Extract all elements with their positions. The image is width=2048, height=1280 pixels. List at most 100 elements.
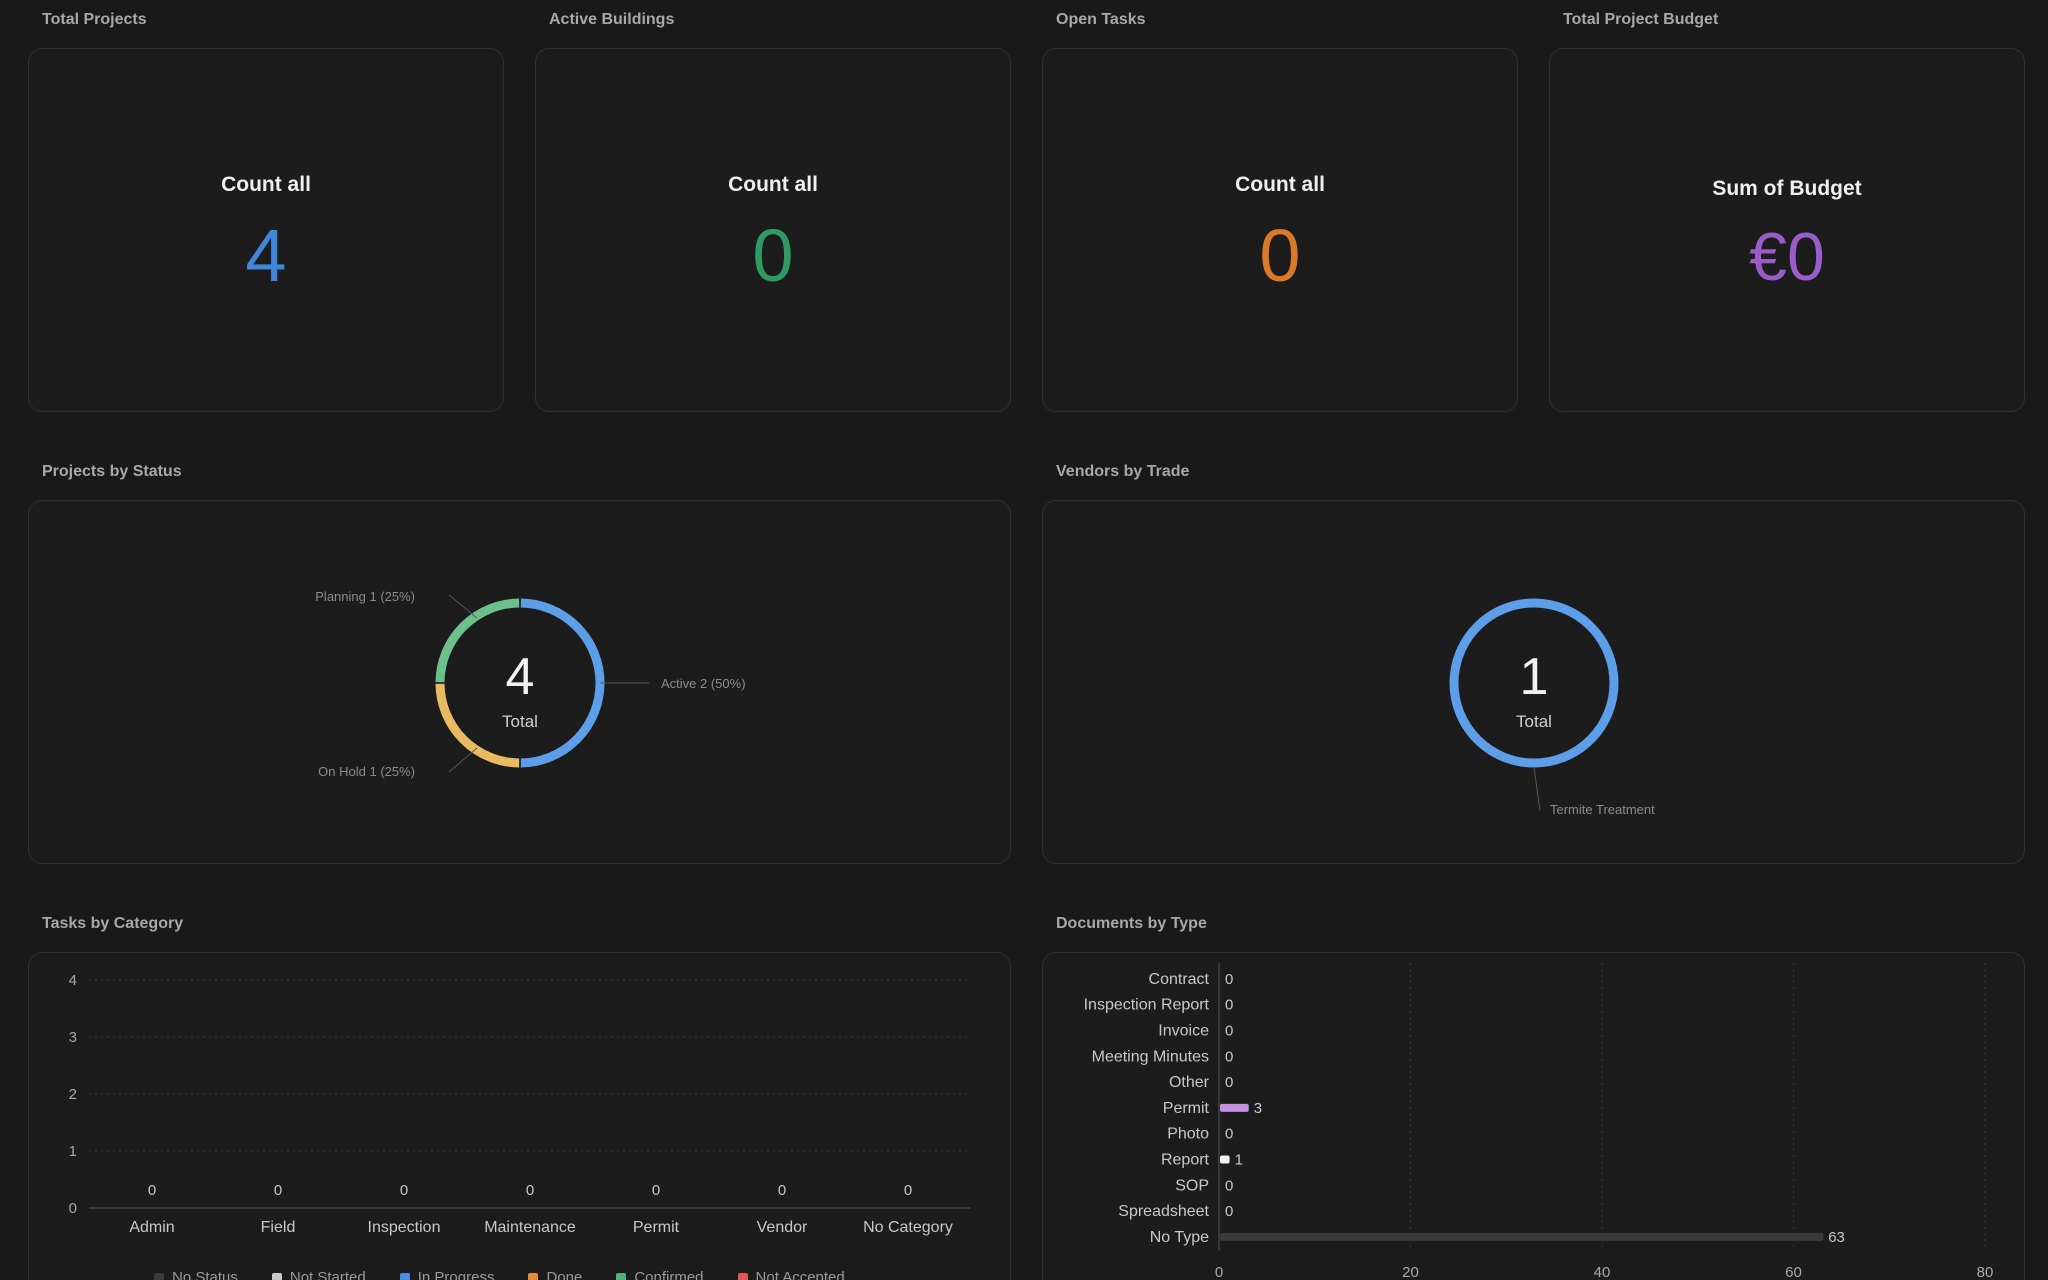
bar-value-label: 0: [148, 1182, 156, 1199]
y-tick-label: 0: [69, 1200, 77, 1217]
y-tick-label: Permit: [1163, 1100, 1210, 1117]
x-tick-label: 40: [1594, 1264, 1611, 1280]
vendors-by-trade-card[interactable]: 1 Total Termite Treatment: [1042, 500, 2025, 864]
bar-value-label: 0: [652, 1182, 660, 1199]
donut-slice-on-hold: [435, 683, 520, 768]
bar-value-label: 0: [1225, 971, 1233, 988]
kpi-label: Count all: [728, 173, 818, 196]
bar-value-label: 0: [904, 1182, 912, 1199]
legend-swatch: [737, 1272, 748, 1280]
bar-value-label: 0: [1225, 997, 1233, 1014]
kpi-label: Count all: [1235, 173, 1325, 196]
kpi-value: 0: [752, 214, 794, 297]
x-tick-label: Field: [261, 1219, 296, 1236]
donut-leader-line: [448, 594, 478, 619]
donut-center-label: Total: [502, 712, 538, 731]
y-tick-label: Report: [1161, 1152, 1210, 1169]
x-tick-label: 0: [1215, 1264, 1223, 1280]
legend-label: Done: [546, 1269, 583, 1280]
bar-value-label: 63: [1828, 1229, 1845, 1246]
bar-value-label: 0: [1225, 1203, 1233, 1220]
kpi-card-total-budget[interactable]: Sum of Budget €0: [1549, 48, 2025, 412]
bar-no-type: [1220, 1232, 1824, 1241]
legend-swatch: [271, 1272, 282, 1280]
legend-label: Not Started: [289, 1269, 366, 1280]
x-tick-label: No Category: [863, 1219, 953, 1236]
y-tick-label: Spreadsheet: [1118, 1203, 1209, 1220]
bar-report: [1220, 1155, 1230, 1164]
donut-center-label: Total: [1516, 712, 1552, 731]
kpi-value: €0: [1749, 219, 1825, 295]
legend-label: Not Accepted: [755, 1269, 845, 1280]
bar-permit: [1220, 1103, 1249, 1112]
bar-value-label: 0: [1225, 1177, 1233, 1194]
y-tick-label: Other: [1169, 1074, 1210, 1091]
bar-value-label: 0: [526, 1182, 534, 1199]
x-tick-label: 20: [1402, 1264, 1419, 1280]
y-tick-label: Invoice: [1158, 1023, 1209, 1040]
donut-slice-planning: [435, 598, 520, 683]
donut-label-active: Active 2 (50%): [661, 676, 746, 691]
y-tick-label: No Type: [1150, 1229, 1209, 1246]
x-tick-label: Vendor: [757, 1219, 808, 1236]
legend-item-no-status[interactable]: No Status: [154, 1269, 238, 1280]
donut-leader-line: [448, 747, 478, 773]
legend-item-not-started[interactable]: Not Started: [271, 1269, 366, 1280]
tasks-by-category-chart: 0 1 2 3 4 0 Admin 0 Field 0 Inspection 0 Maintenance…: [69, 972, 971, 1236]
tasks-by-category-card[interactable]: 0 1 2 3 4 0 Admin 0 Field 0 Inspection 0 Maintenance…: [28, 952, 1011, 1280]
bar-value-label: 0: [1225, 1126, 1233, 1143]
legend-label: Confirmed: [634, 1269, 704, 1280]
kpi-title-total-projects: Total Projects: [42, 11, 147, 28]
y-tick-label: 1: [69, 1143, 77, 1160]
legend-label: No Status: [172, 1269, 238, 1280]
kpi-title-open-tasks: Open Tasks: [1056, 11, 1146, 28]
projects-by-status-title: Projects by Status: [42, 463, 182, 480]
legend-swatch: [399, 1272, 410, 1280]
y-tick-label: 4: [69, 972, 77, 989]
bar-value-label: 0: [274, 1182, 282, 1199]
documents-by-type-title: Documents by Type: [1056, 915, 1207, 932]
x-tick-label: Permit: [633, 1219, 680, 1236]
projects-by-status-donut: 4 Total Active 2 (50%) On Hold 1 (25%) Pla…: [315, 589, 746, 779]
legend-item-done[interactable]: Done: [528, 1269, 582, 1280]
x-tick-label: Admin: [129, 1219, 174, 1236]
kpi-label: Sum of Budget: [1712, 177, 1862, 200]
x-tick-label: 80: [1977, 1264, 1994, 1280]
documents-by-type-chart: 0 20 40 60 80 Contract 0 Inspection Report 0 Invo…: [1084, 963, 1994, 1280]
projects-by-status-card[interactable]: 4 Total Active 2 (50%) On Hold 1 (25%) Pla…: [28, 500, 1011, 864]
y-tick-label: 3: [69, 1029, 77, 1046]
legend-label: In Progress: [417, 1269, 495, 1280]
donut-leader-line: [1533, 766, 1541, 812]
bar-value-label: 0: [1225, 1074, 1233, 1091]
kpi-card-active-buildings[interactable]: Count all 0: [535, 48, 1011, 412]
bar-value-label: 0: [1225, 1023, 1233, 1040]
x-tick-label: Maintenance: [484, 1219, 576, 1236]
donut-label-on-hold: On Hold 1 (25%): [318, 764, 415, 779]
vendors-by-trade-title: Vendors by Trade: [1056, 463, 1190, 480]
kpi-title-total-budget: Total Project Budget: [1563, 11, 1719, 28]
kpi-card-open-tasks[interactable]: Count all 0: [1042, 48, 1518, 412]
kpi-label: Count all: [221, 173, 311, 196]
donut-center-value: 4: [506, 648, 535, 706]
y-tick-label: Contract: [1149, 971, 1210, 988]
kpi-value: 4: [245, 214, 287, 297]
kpi-card-total-projects[interactable]: Count all 4: [28, 48, 504, 412]
legend-item-not-accepted[interactable]: Not Accepted: [737, 1269, 845, 1280]
legend-item-confirmed[interactable]: Confirmed: [616, 1269, 704, 1280]
y-tick-label: SOP: [1175, 1177, 1209, 1194]
documents-by-type-card[interactable]: 0 20 40 60 80 Contract 0 Inspection Report 0 Invo…: [1042, 952, 2025, 1280]
donut-slice-termite-treatment: [1449, 598, 1619, 768]
vendors-by-trade-donut: 1 Total Termite Treatment: [1449, 598, 1655, 817]
donut-center-value: 1: [1520, 648, 1549, 706]
legend-item-in-progress[interactable]: In Progress: [399, 1269, 495, 1280]
kpi-value: 0: [1259, 214, 1301, 297]
bar-value-label: 3: [1254, 1100, 1262, 1117]
legend-swatch: [616, 1272, 627, 1280]
donut-label-termite-treatment: Termite Treatment: [1550, 802, 1655, 817]
y-tick-label: Inspection Report: [1084, 997, 1210, 1014]
legend-swatch: [528, 1272, 539, 1280]
y-tick-label: Photo: [1167, 1126, 1209, 1143]
bar-value-label: 0: [1225, 1048, 1233, 1065]
tasks-by-category-title: Tasks by Category: [42, 915, 184, 932]
bar-value-label: 1: [1235, 1152, 1243, 1169]
